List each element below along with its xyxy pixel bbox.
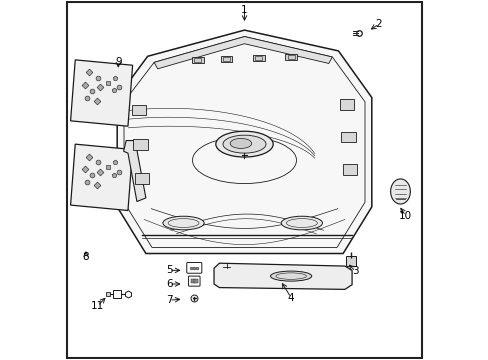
Text: 8: 8 xyxy=(82,252,89,262)
Text: 10: 10 xyxy=(399,211,411,221)
Bar xyxy=(131,105,145,116)
Polygon shape xyxy=(154,37,332,69)
Ellipse shape xyxy=(230,138,251,148)
Bar xyxy=(253,55,264,61)
Bar xyxy=(287,55,294,59)
Bar xyxy=(339,99,353,110)
Text: 5: 5 xyxy=(165,265,172,275)
Bar xyxy=(223,57,230,61)
Text: 2: 2 xyxy=(375,19,382,29)
Bar xyxy=(341,132,355,142)
Text: 7: 7 xyxy=(165,295,172,305)
Polygon shape xyxy=(70,144,132,211)
Text: 1: 1 xyxy=(241,5,247,15)
Polygon shape xyxy=(123,140,145,202)
Bar xyxy=(221,56,232,62)
Text: 9: 9 xyxy=(115,57,122,67)
FancyBboxPatch shape xyxy=(186,262,202,273)
Ellipse shape xyxy=(390,179,409,204)
Bar xyxy=(255,56,262,60)
Ellipse shape xyxy=(281,216,322,230)
Bar xyxy=(135,173,149,184)
Text: 6: 6 xyxy=(165,279,172,289)
Polygon shape xyxy=(214,263,351,289)
FancyBboxPatch shape xyxy=(188,276,200,286)
Ellipse shape xyxy=(270,271,311,281)
Ellipse shape xyxy=(223,135,265,153)
Bar xyxy=(133,139,147,149)
Bar xyxy=(285,54,296,60)
Bar xyxy=(343,164,357,175)
Bar xyxy=(346,256,356,266)
Bar xyxy=(194,58,201,62)
Polygon shape xyxy=(117,30,371,253)
Text: 11: 11 xyxy=(91,301,104,311)
Text: 4: 4 xyxy=(287,293,294,303)
Bar xyxy=(113,291,121,298)
Polygon shape xyxy=(70,60,132,126)
Bar xyxy=(192,57,203,63)
Ellipse shape xyxy=(163,216,203,230)
Ellipse shape xyxy=(215,131,273,157)
Text: 3: 3 xyxy=(352,266,358,276)
